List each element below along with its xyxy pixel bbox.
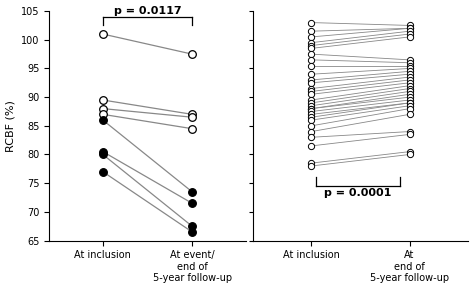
Y-axis label: RCBF (%): RCBF (%) xyxy=(6,100,16,152)
Text: p = 0.0117: p = 0.0117 xyxy=(114,6,181,16)
Text: p = 0.0001: p = 0.0001 xyxy=(324,188,391,198)
